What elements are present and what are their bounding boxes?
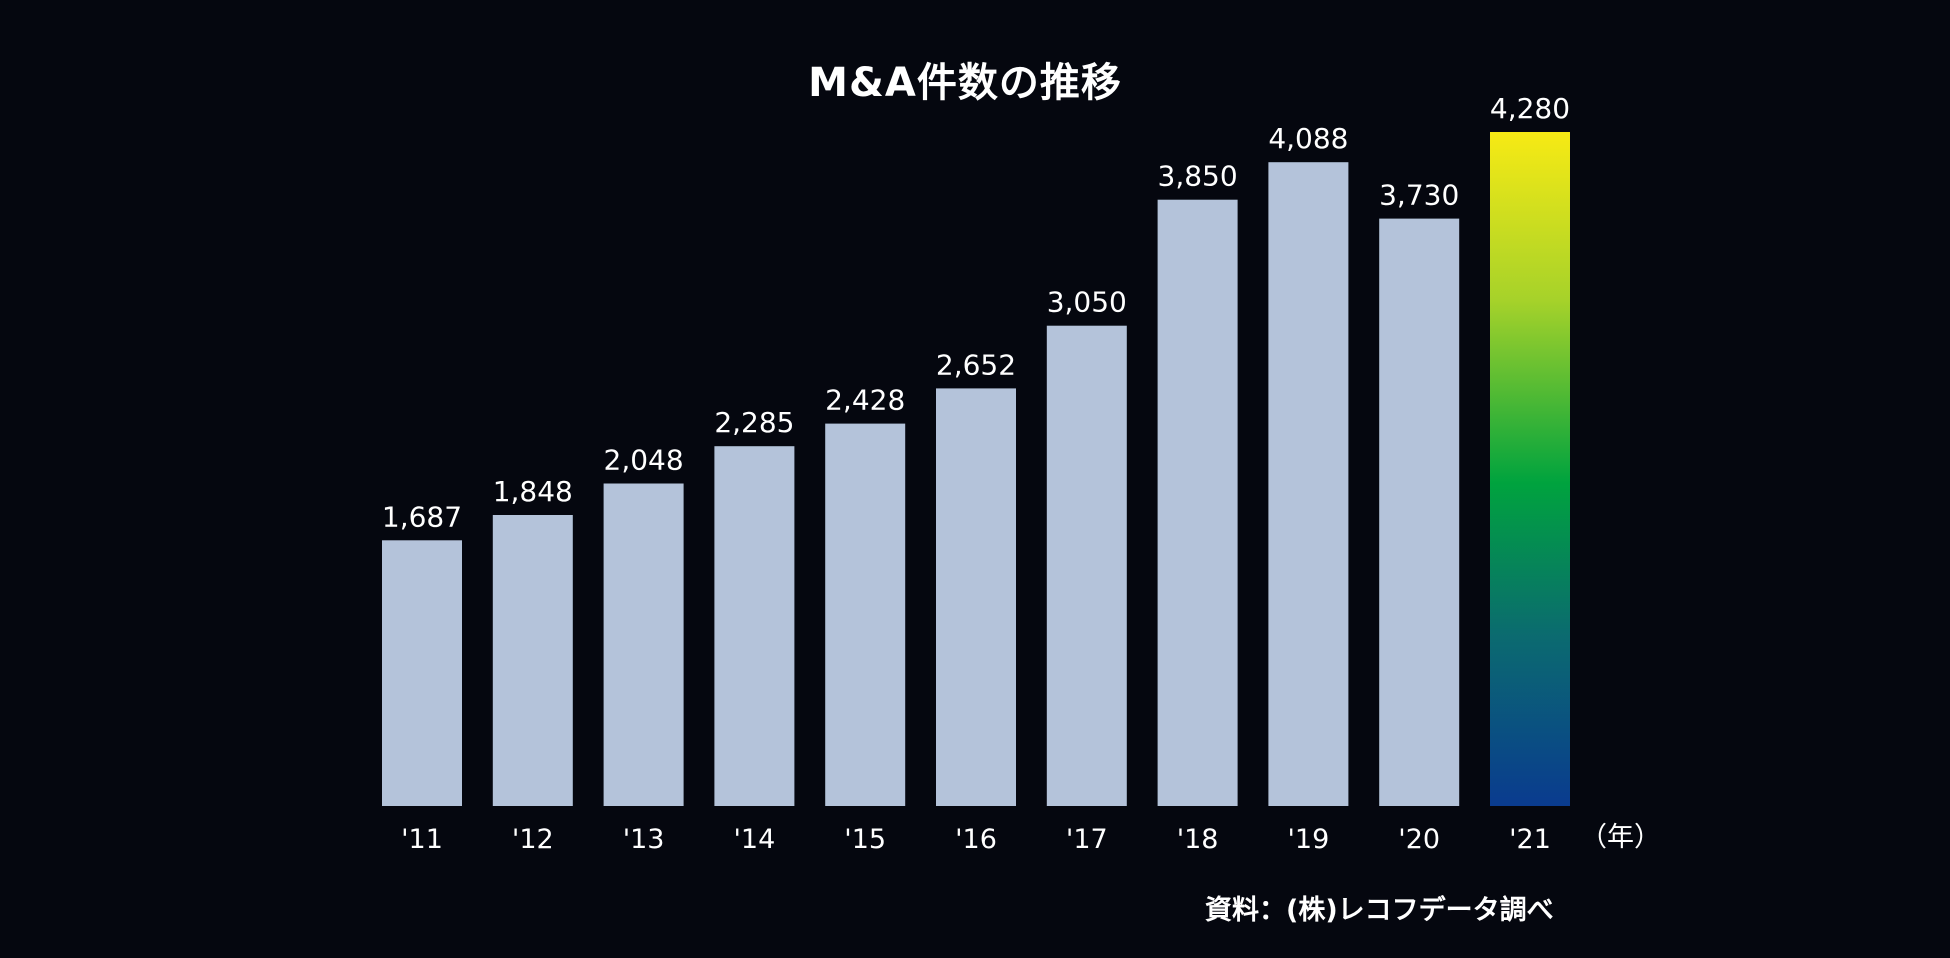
x-tick-label-1: '12	[512, 824, 554, 855]
bar-3	[714, 446, 795, 806]
x-tick-label-7: '18	[1177, 824, 1219, 855]
value-label-0: 1,687	[382, 500, 462, 533]
bar-1	[492, 515, 573, 806]
value-label-3: 2,285	[714, 406, 794, 439]
bar-8	[1268, 162, 1349, 806]
bar-2	[603, 483, 684, 806]
bar-6	[1046, 325, 1127, 806]
value-label-1: 1,848	[493, 475, 573, 508]
value-labels: 1,687 1,848 2,048 2,285 2,428 2,652 3,050 3,850…	[382, 92, 1570, 533]
value-label-9: 3,730	[1379, 179, 1459, 212]
value-label-7: 3,850	[1158, 160, 1238, 193]
chart-title: M&A件数の推移	[808, 60, 1122, 106]
bar-4	[825, 423, 906, 806]
x-tick-label-8: '19	[1288, 824, 1330, 855]
value-label-2: 2,048	[604, 444, 684, 477]
value-label-5: 2,652	[936, 348, 1016, 381]
value-label-4: 2,428	[825, 384, 905, 417]
value-label-8: 4,088	[1268, 122, 1348, 155]
x-tick-label-5: '16	[955, 824, 997, 855]
x-tick-label-10: '21	[1509, 824, 1551, 855]
bar-9	[1379, 218, 1460, 807]
x-tick-label-2: '13	[623, 824, 665, 855]
x-tick-label-9: '20	[1398, 824, 1440, 855]
value-label-10: 4,280	[1490, 92, 1570, 125]
x-tick-label-0: '11	[401, 824, 443, 855]
bar-7	[1157, 199, 1238, 806]
x-tick-label-4: '15	[844, 824, 886, 855]
bar-5	[936, 388, 1016, 806]
bar-0	[382, 540, 462, 806]
x-tick-label-6: '17	[1066, 824, 1108, 855]
x-axis-unit-label: （年）	[1580, 822, 1661, 853]
bars	[382, 132, 1570, 807]
bar-10	[1490, 132, 1570, 806]
x-tick-label-3: '14	[734, 824, 776, 855]
source-note: 資料：(株)レコフデータ調べ	[1205, 895, 1554, 926]
x-axis-ticks: '11 '12 '13 '14 '15 '16 '17 '18 '19 '20 '21	[401, 824, 1551, 855]
value-label-6: 3,050	[1047, 286, 1127, 319]
